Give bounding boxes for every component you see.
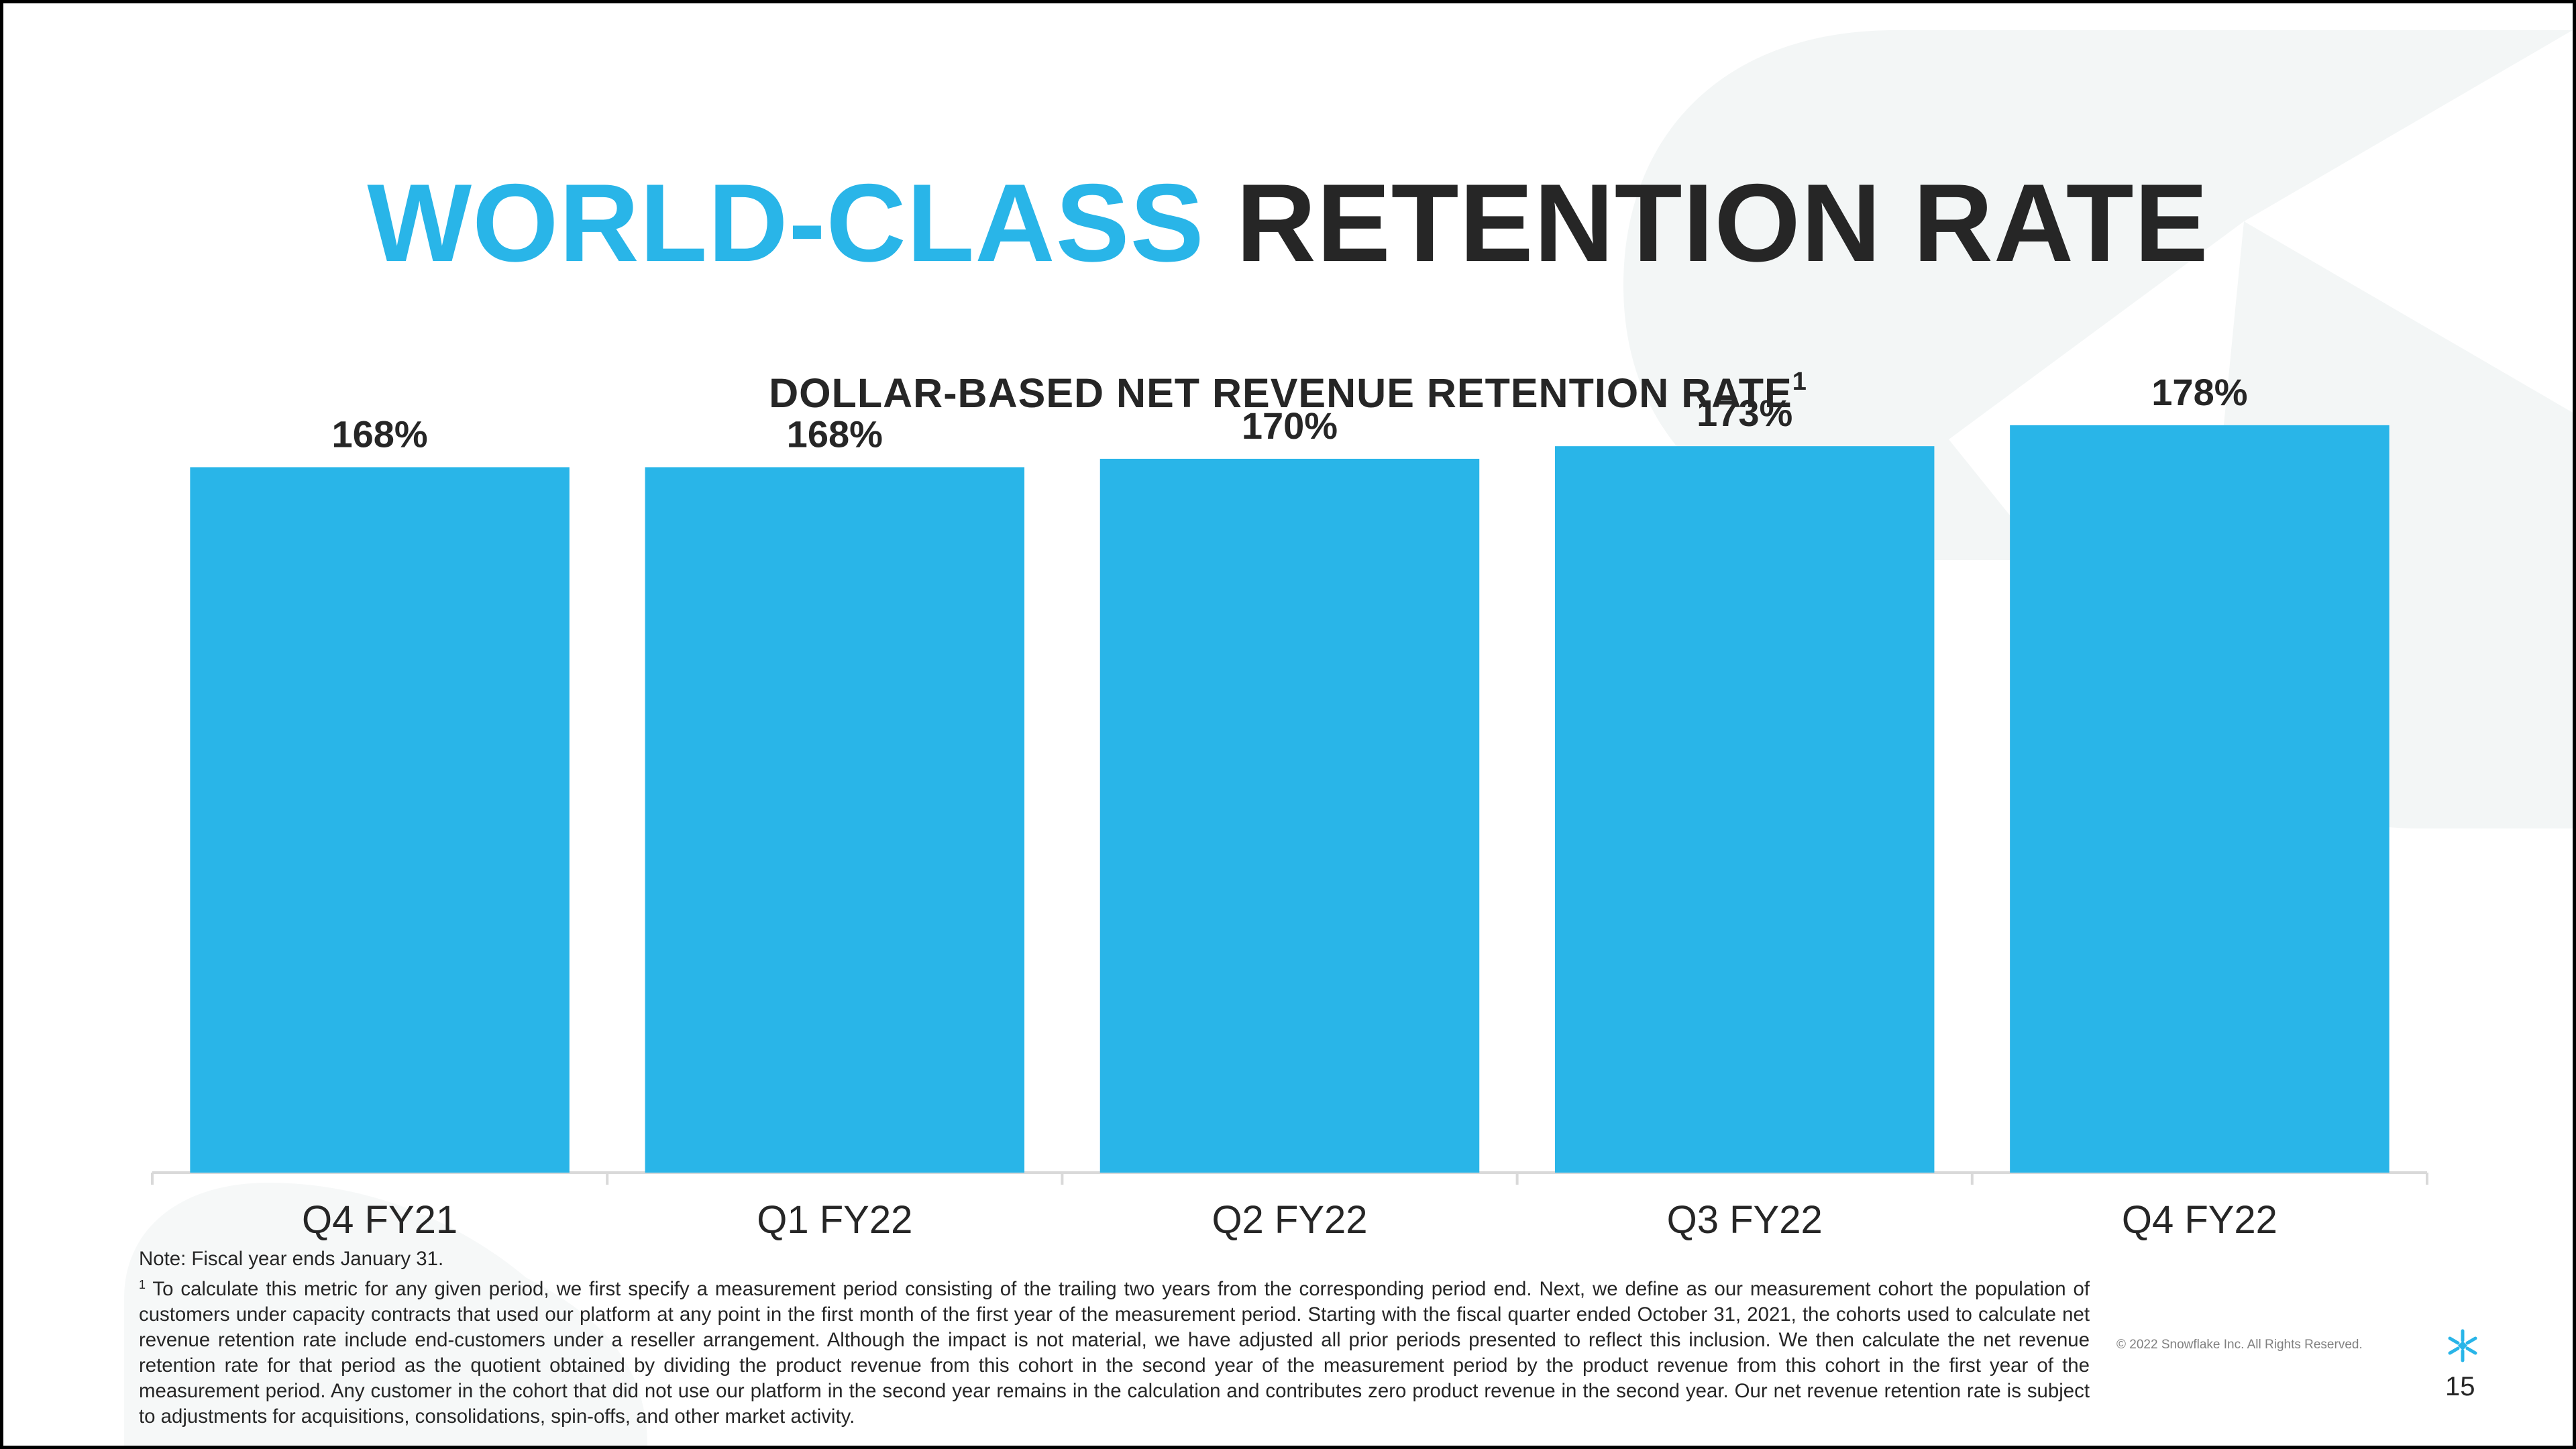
bar-q1-fy22 bbox=[645, 467, 1025, 1173]
bar-q2-fy22 bbox=[1099, 458, 1480, 1173]
chart-title: DOLLAR-BASED NET REVENUE RETENTION RATE1 bbox=[3, 369, 2573, 414]
category-label: Q4 FY22 bbox=[2122, 1198, 2277, 1242]
bar-q4-fy21 bbox=[190, 467, 570, 1173]
title-accent: WORLD-CLASS bbox=[367, 161, 1205, 284]
data-label: 173% bbox=[1697, 392, 1792, 434]
category-label: Q4 FY21 bbox=[302, 1198, 458, 1242]
title-rest: RETENTION RATE bbox=[1236, 161, 2209, 284]
copyright-notice: © 2022 Snowflake Inc. All Rights Reserve… bbox=[2116, 1338, 2363, 1352]
snowflake-icon bbox=[2448, 1329, 2477, 1362]
data-label: 168% bbox=[331, 413, 427, 455]
chart-title-footnote-marker: 1 bbox=[1792, 368, 1807, 396]
background-circle-shape bbox=[124, 1183, 647, 1446]
footnote-text: To calculate this metric for any given p… bbox=[139, 1278, 2090, 1428]
page-title: WORLD-CLASS RETENTION RATE bbox=[3, 168, 2573, 278]
slide: WORLD-CLASS RETENTION RATE DOLLAR-BASED … bbox=[3, 3, 2573, 1446]
data-label: 168% bbox=[787, 413, 883, 455]
bar-q3-fy22 bbox=[1554, 446, 1935, 1173]
bar-q4-fy22 bbox=[2010, 425, 2390, 1173]
category-label: Q3 FY22 bbox=[1667, 1198, 1823, 1242]
footnote-1: 1 To calculate this metric for any given… bbox=[139, 1272, 2090, 1430]
footnotes: Note: Fiscal year ends January 31. 1 To … bbox=[139, 1246, 2090, 1430]
category-label: Q2 FY22 bbox=[1212, 1198, 1367, 1242]
fiscal-year-note: Note: Fiscal year ends January 31. bbox=[139, 1248, 444, 1270]
category-label: Q1 FY22 bbox=[757, 1198, 912, 1242]
data-label: 178% bbox=[2151, 371, 2247, 413]
footnote-marker: 1 bbox=[139, 1278, 146, 1291]
data-label: 170% bbox=[1242, 405, 1338, 447]
page-number: 15 bbox=[2445, 1372, 2475, 1401]
chart-title-text: DOLLAR-BASED NET REVENUE RETENTION RATE bbox=[769, 370, 1792, 416]
retention-bar-chart: 168% Q4 FY21 168% Q1 FY22 170% Q2 FY22 173% Q3 … bbox=[151, 371, 2428, 1242]
